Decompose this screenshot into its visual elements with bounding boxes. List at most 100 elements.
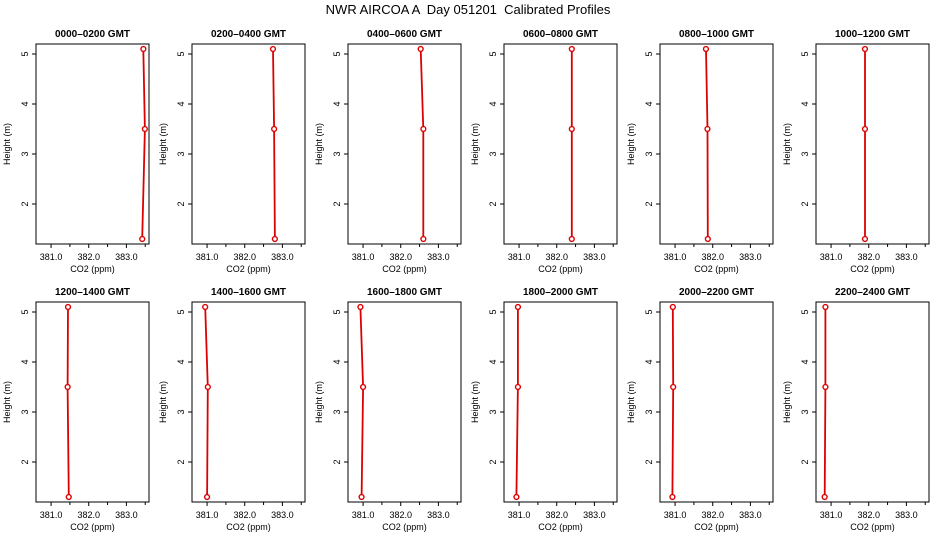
y-tick-label: 5 xyxy=(176,51,186,56)
y-tick-label: 2 xyxy=(20,459,30,464)
panel-title: 1600–1800 GMT xyxy=(367,287,442,298)
x-axis-label: CO2 (ppm) xyxy=(538,522,583,532)
profile-line xyxy=(66,306,70,498)
plot-frame xyxy=(191,301,306,503)
y-tick-label: 5 xyxy=(800,309,810,314)
x-tick-label: 383.0 xyxy=(271,510,294,520)
profile-line xyxy=(204,306,209,498)
profile-line xyxy=(419,48,425,239)
data-point xyxy=(271,235,278,243)
panel-title: 0400–0600 GMT xyxy=(367,29,442,40)
x-tick-label: 381.0 xyxy=(352,510,375,520)
x-tick-label: 383.0 xyxy=(271,252,294,262)
x-tick-label: 381.0 xyxy=(508,252,531,262)
y-axis-label: Height (m) xyxy=(470,381,480,423)
y-tick-label: 4 xyxy=(488,359,498,364)
y-axis-label: Height (m) xyxy=(158,381,168,423)
y-tick-label: 3 xyxy=(644,409,654,414)
plot-frame xyxy=(347,301,462,503)
x-tick-label: 381.0 xyxy=(352,252,375,262)
x-tick-label: 383.0 xyxy=(895,252,918,262)
profile-line xyxy=(272,48,276,240)
x-tick-label: 382.0 xyxy=(77,252,100,262)
panel-title: 2000–2200 GMT xyxy=(679,287,754,298)
data-point xyxy=(568,235,575,243)
y-tick-label: 2 xyxy=(644,459,654,464)
panel-title: 0600–0800 GMT xyxy=(523,29,598,40)
y-tick-label: 5 xyxy=(644,51,654,56)
y-axis-label: Height (m) xyxy=(470,123,480,165)
data-point xyxy=(861,235,869,243)
x-axis-label: CO2 (ppm) xyxy=(382,522,427,532)
x-tick-label: 383.0 xyxy=(583,252,606,262)
y-axis-label: Height (m) xyxy=(782,381,792,423)
y-tick-label: 3 xyxy=(20,151,30,156)
data-point xyxy=(514,303,522,311)
plot-frame xyxy=(659,301,774,503)
profile-line xyxy=(705,48,709,240)
x-tick-label: 381.0 xyxy=(664,510,687,520)
x-tick-label: 382.0 xyxy=(77,510,100,520)
y-tick-label: 4 xyxy=(332,359,342,364)
y-tick-label: 2 xyxy=(20,201,30,206)
x-axis-label: CO2 (ppm) xyxy=(226,522,271,532)
data-point xyxy=(64,303,72,311)
y-tick-label: 4 xyxy=(800,101,810,106)
y-tick-label: 4 xyxy=(20,359,30,364)
y-tick-label: 3 xyxy=(644,151,654,156)
data-point xyxy=(861,45,869,53)
x-axis-label: CO2 (ppm) xyxy=(226,264,271,274)
y-axis-label: Height (m) xyxy=(2,381,12,423)
y-tick-label: 4 xyxy=(20,101,30,106)
data-point xyxy=(822,303,829,311)
x-tick-label: 383.0 xyxy=(115,510,138,520)
data-point xyxy=(704,235,711,243)
data-point xyxy=(203,493,211,501)
y-tick-label: 3 xyxy=(20,409,30,414)
x-tick-label: 383.0 xyxy=(427,252,450,262)
panel-title: 1800–2000 GMT xyxy=(523,287,598,298)
x-tick-label: 383.0 xyxy=(739,510,762,520)
y-tick-label: 2 xyxy=(644,201,654,206)
y-axis-label: Height (m) xyxy=(314,123,324,165)
data-point xyxy=(271,125,278,133)
y-tick-label: 5 xyxy=(332,309,342,314)
y-tick-label: 2 xyxy=(176,201,186,206)
x-tick-label: 381.0 xyxy=(508,510,531,520)
y-tick-label: 3 xyxy=(488,409,498,414)
panel-title: 0800–1000 GMT xyxy=(679,29,754,40)
plot-frame xyxy=(35,43,150,245)
y-tick-label: 5 xyxy=(332,51,342,56)
x-tick-label: 382.0 xyxy=(545,252,568,262)
x-tick-label: 381.0 xyxy=(664,252,687,262)
x-axis-label: CO2 (ppm) xyxy=(70,264,115,274)
x-axis-label: CO2 (ppm) xyxy=(70,522,115,532)
x-tick-label: 382.0 xyxy=(857,252,880,262)
x-axis-label: CO2 (ppm) xyxy=(850,264,895,274)
y-tick-label: 3 xyxy=(332,151,342,156)
y-tick-label: 4 xyxy=(644,359,654,364)
x-axis-label: CO2 (ppm) xyxy=(694,264,739,274)
data-point xyxy=(670,383,677,391)
x-tick-label: 381.0 xyxy=(196,510,219,520)
data-point xyxy=(861,125,869,133)
x-tick-label: 383.0 xyxy=(739,252,762,262)
y-tick-label: 5 xyxy=(488,309,498,314)
panel-title: 1000–1200 GMT xyxy=(835,29,910,40)
plot-frame xyxy=(659,43,774,245)
y-tick-label: 2 xyxy=(332,459,342,464)
data-point xyxy=(358,493,365,501)
y-tick-label: 4 xyxy=(176,101,186,106)
y-tick-label: 5 xyxy=(488,51,498,56)
x-axis-label: CO2 (ppm) xyxy=(850,522,895,532)
y-axis-label: Height (m) xyxy=(2,123,12,165)
data-point xyxy=(64,383,71,391)
x-tick-label: 381.0 xyxy=(820,510,843,520)
